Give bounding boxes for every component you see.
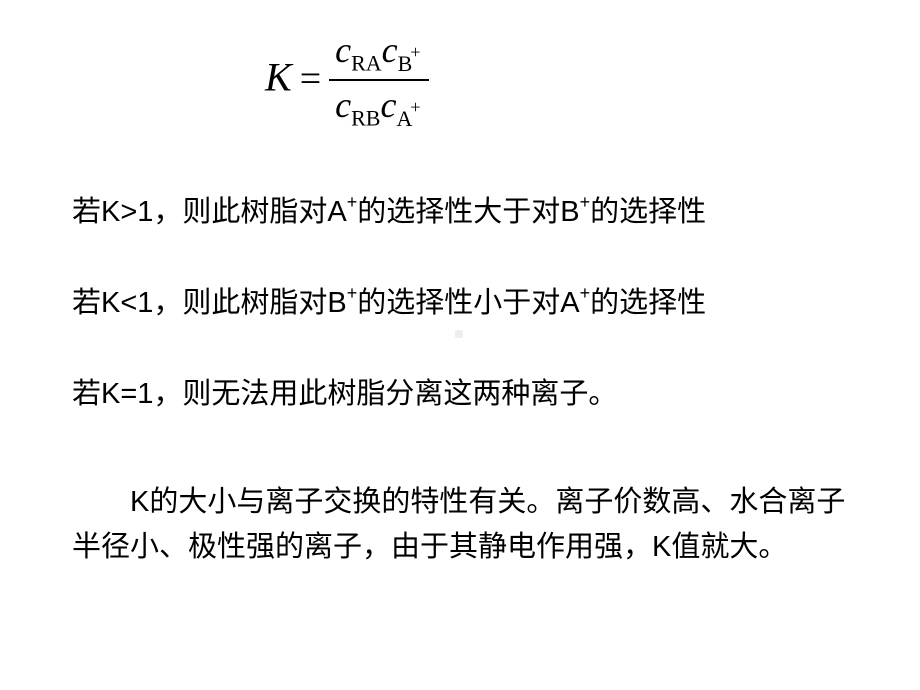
num-sup2: + xyxy=(410,42,420,62)
den-sub1: RB xyxy=(351,106,380,131)
l1-pre: 若K>1，则此树脂对A xyxy=(72,196,347,228)
condition-line-1: 若K>1，则此树脂对A+的选择性大于对B+的选择性 xyxy=(72,192,706,233)
equals-sign: = xyxy=(300,58,321,100)
den-sup2: + xyxy=(410,97,420,117)
paragraph-text: K的大小与离子交换的特性有关。离子价数高、水合离子半径小、极性强的离子，由于其静… xyxy=(72,486,845,563)
num-sub1: RA xyxy=(351,51,382,76)
explanation-paragraph: K的大小与离子交换的特性有关。离子价数高、水合离子半径小、极性强的离子，由于其静… xyxy=(72,480,852,570)
numerator: cRAcB+ xyxy=(329,26,428,81)
fraction: cRAcB+ cRBcA+ xyxy=(329,26,428,134)
condition-line-3: 若K=1，则无法用此树脂分离这两种离子。 xyxy=(72,374,617,415)
l2-mid: 的选择性小于对A xyxy=(357,287,579,319)
center-marker xyxy=(455,330,463,338)
denominator: cRBcA+ xyxy=(329,81,428,134)
formula-lhs: K xyxy=(265,55,292,100)
l2-sup1: + xyxy=(347,283,358,303)
l1-post: 的选择性 xyxy=(590,196,706,228)
l2-pre: 若K<1，则此树脂对B xyxy=(72,287,347,319)
l1-mid: 的选择性大于对B xyxy=(357,196,579,228)
l1-sup1: + xyxy=(347,192,358,212)
condition-line-2: 若K<1，则此树脂对B+的选择性小于对A+的选择性 xyxy=(72,283,706,324)
equilibrium-formula: K= cRAcB+ cRBcA+ xyxy=(265,28,429,136)
l2-post: 的选择性 xyxy=(590,287,706,319)
l2-sup2: + xyxy=(580,283,591,303)
l1-sup2: + xyxy=(580,192,591,212)
